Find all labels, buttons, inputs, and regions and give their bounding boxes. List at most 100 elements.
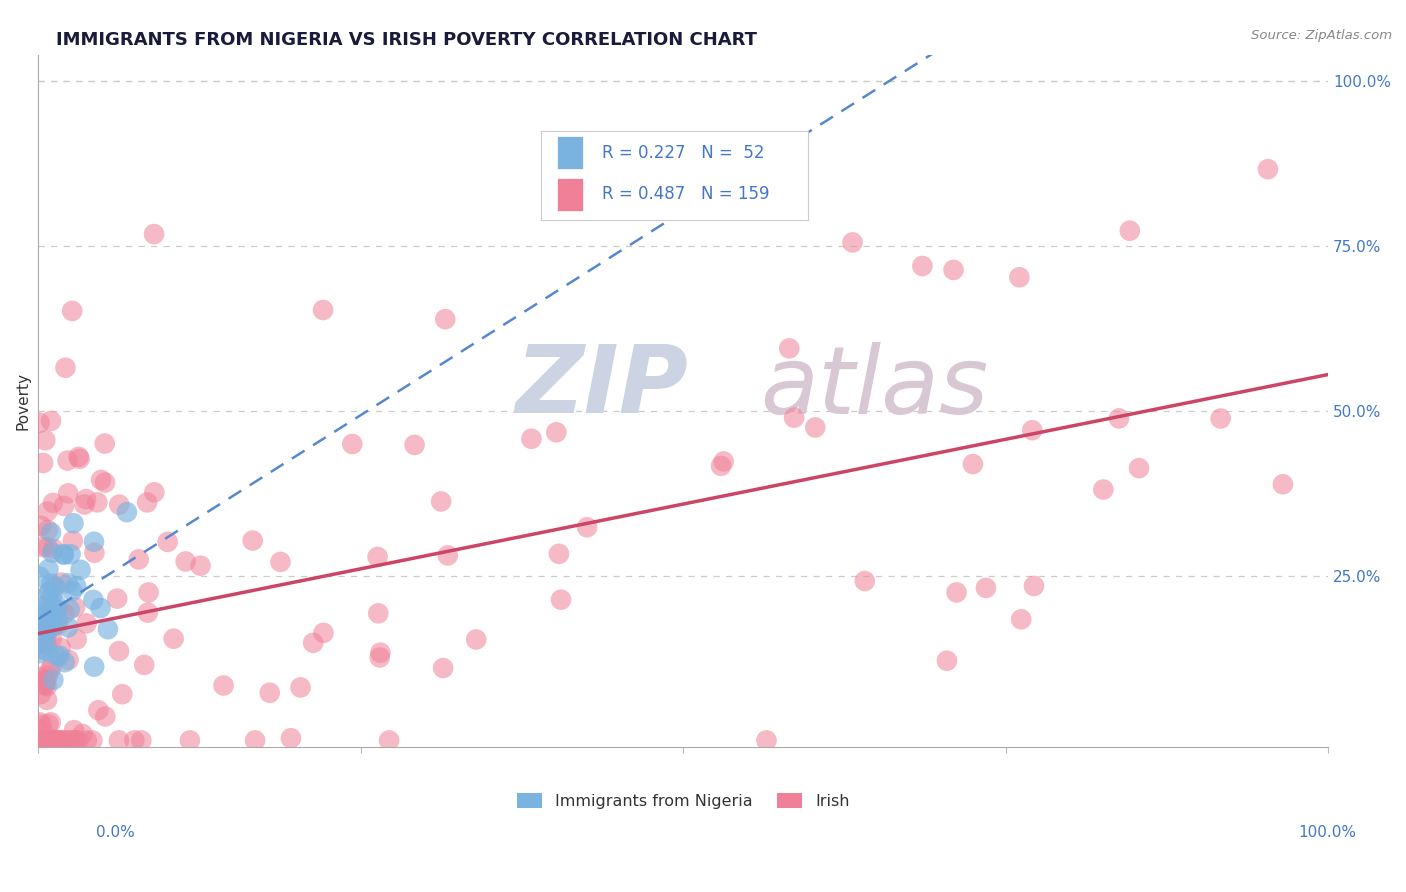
Point <box>35 644 58 658</box>
Point <box>69 563 91 577</box>
Point <box>32 733 55 747</box>
Point <box>1271 477 1294 491</box>
Point <box>41 546 63 560</box>
Point <box>42 732 65 747</box>
Point <box>312 625 335 640</box>
Point <box>28 569 51 583</box>
Point <box>212 678 235 692</box>
Point <box>52 547 75 561</box>
Point <box>945 585 967 599</box>
Point <box>576 520 599 534</box>
Point <box>115 505 138 519</box>
Point <box>56 576 79 591</box>
Point <box>30 519 52 533</box>
Point <box>548 547 571 561</box>
Point <box>41 619 63 633</box>
Point <box>108 498 131 512</box>
Point <box>778 342 800 356</box>
Point <box>76 733 98 747</box>
Point <box>56 453 79 467</box>
Text: R = 0.487   N = 159: R = 0.487 N = 159 <box>602 186 769 203</box>
Point <box>53 607 76 621</box>
Point <box>65 733 87 747</box>
Point <box>174 554 197 568</box>
Point <box>34 615 56 630</box>
Point <box>52 733 75 747</box>
Point <box>44 603 66 617</box>
Point <box>1022 579 1045 593</box>
Point <box>242 533 264 548</box>
Point <box>58 486 80 500</box>
Text: Source: ZipAtlas.com: Source: ZipAtlas.com <box>1251 29 1392 42</box>
Point <box>962 457 984 471</box>
Point <box>35 679 58 693</box>
Text: IMMIGRANTS FROM NIGERIA VS IRISH POVERTY CORRELATION CHART: IMMIGRANTS FROM NIGERIA VS IRISH POVERTY… <box>56 31 758 49</box>
Point <box>75 492 97 507</box>
Point <box>58 653 80 667</box>
Point <box>56 620 79 634</box>
Point <box>37 541 59 555</box>
Point <box>94 475 117 490</box>
Point <box>1108 411 1130 425</box>
Point <box>1119 224 1142 238</box>
Point <box>63 733 86 747</box>
Point <box>67 733 90 747</box>
Text: R = 0.227   N =  52: R = 0.227 N = 52 <box>602 144 765 161</box>
Point <box>86 495 108 509</box>
Point <box>974 581 997 595</box>
Point <box>65 579 87 593</box>
Point <box>30 733 52 747</box>
Point <box>1092 483 1115 497</box>
Point <box>31 623 53 637</box>
Point <box>30 599 52 614</box>
Point <box>42 580 65 594</box>
Point <box>83 659 105 673</box>
FancyBboxPatch shape <box>557 136 583 169</box>
Point <box>936 654 959 668</box>
Point <box>243 733 266 747</box>
Point <box>37 504 59 518</box>
Point <box>942 263 965 277</box>
Point <box>66 632 89 647</box>
Point <box>37 523 59 537</box>
Point <box>53 655 76 669</box>
Point <box>73 498 96 512</box>
Point <box>97 622 120 636</box>
Point <box>82 592 104 607</box>
Point <box>804 420 827 434</box>
Point <box>39 576 62 591</box>
Point <box>32 599 55 614</box>
Point <box>853 574 876 588</box>
Text: atlas: atlas <box>761 342 988 433</box>
Point <box>128 552 150 566</box>
FancyBboxPatch shape <box>557 178 583 211</box>
Point <box>134 657 156 672</box>
Point <box>32 456 55 470</box>
Point <box>368 650 391 665</box>
Point <box>1008 270 1031 285</box>
Point <box>1128 461 1150 475</box>
Point <box>35 626 58 640</box>
Point <box>41 733 63 747</box>
Point <box>45 733 67 747</box>
Point <box>34 677 56 691</box>
Point <box>31 609 53 624</box>
Point <box>48 648 70 663</box>
Point <box>72 727 94 741</box>
Point <box>37 733 59 747</box>
Point <box>41 599 63 613</box>
Point <box>30 642 52 657</box>
Point <box>404 438 426 452</box>
Point <box>32 637 55 651</box>
Point <box>783 410 806 425</box>
Point <box>436 549 458 563</box>
Point <box>46 613 69 627</box>
Point <box>46 618 69 632</box>
Point <box>62 516 84 531</box>
Point <box>710 458 733 473</box>
Point <box>89 601 111 615</box>
Point <box>49 640 72 655</box>
Point <box>35 693 58 707</box>
Point <box>190 558 212 573</box>
Point <box>42 496 65 510</box>
